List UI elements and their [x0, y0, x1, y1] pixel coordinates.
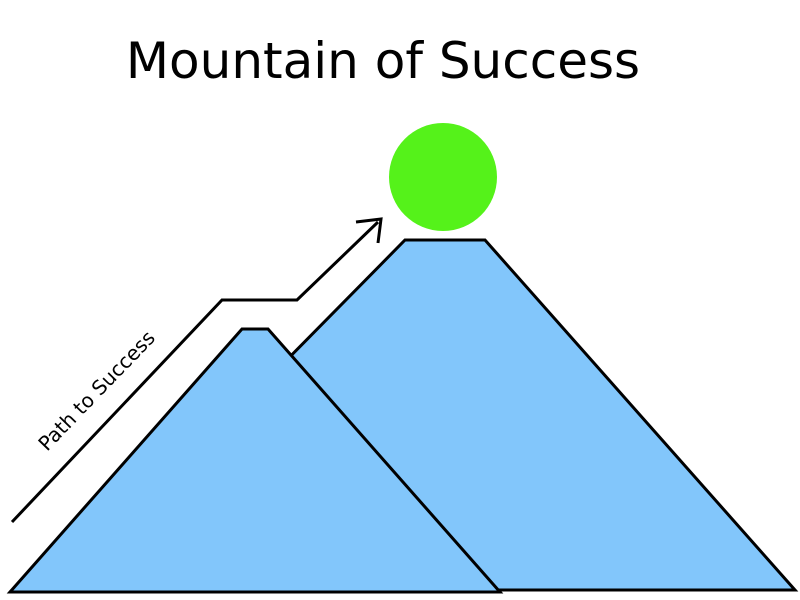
small-mountain — [6, 327, 504, 594]
path-arrow-line — [10, 220, 380, 524]
slide-title: Mountain of Success — [125, 32, 641, 90]
path-label: Path to Success — [33, 326, 159, 456]
summit-sun — [389, 123, 497, 231]
path-arrowhead-icon — [355, 217, 383, 244]
